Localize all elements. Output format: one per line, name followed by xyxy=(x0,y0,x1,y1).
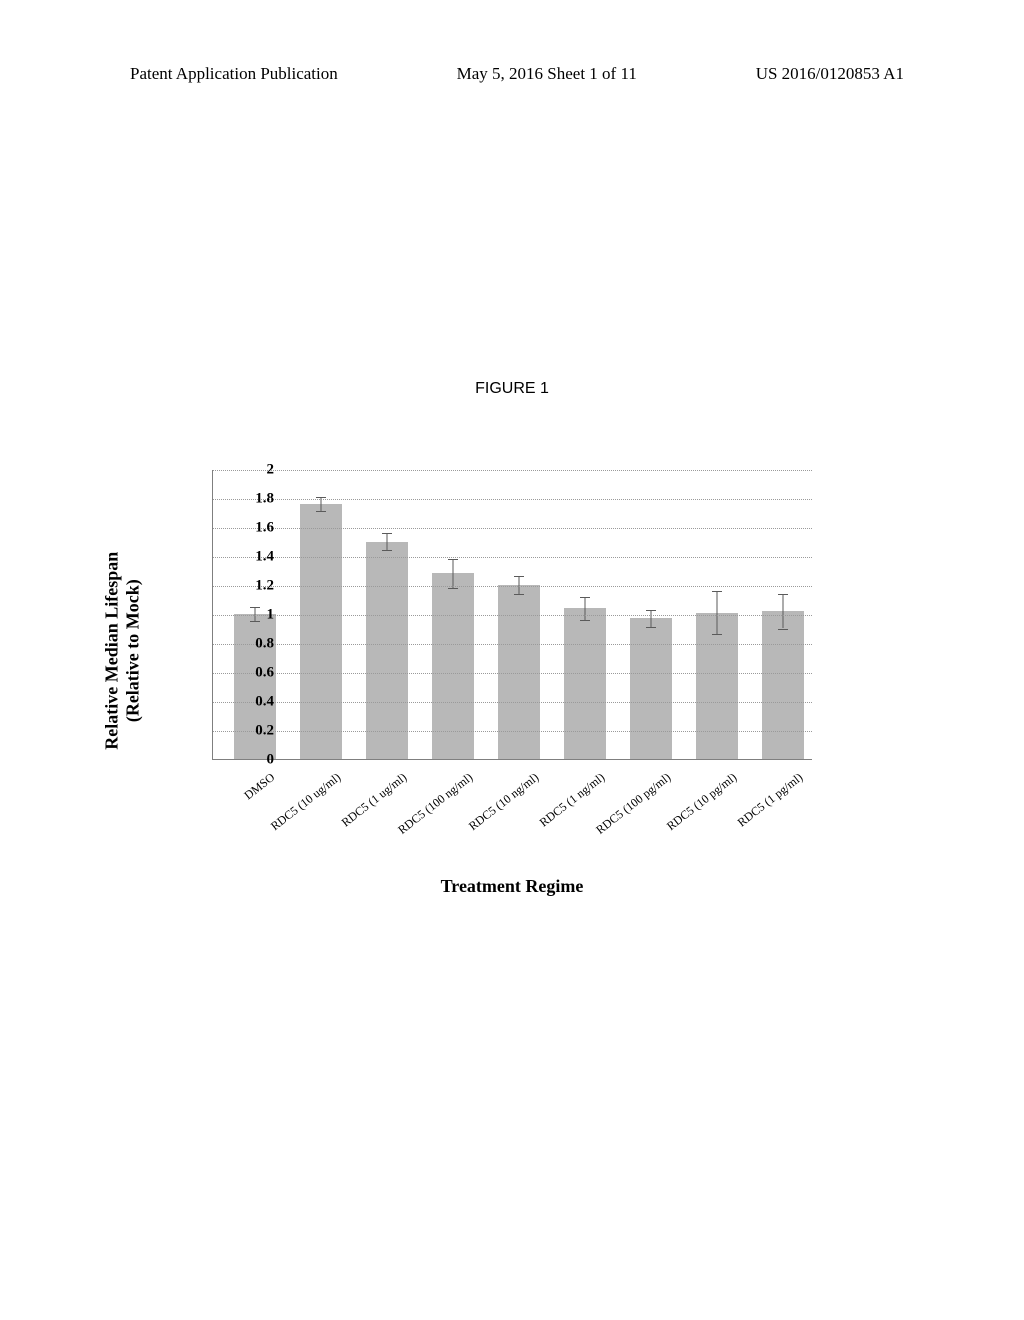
bar-group xyxy=(696,469,738,759)
error-bar xyxy=(519,576,520,593)
error-cap xyxy=(646,610,656,611)
error-bar xyxy=(717,591,718,635)
error-cap xyxy=(580,620,590,621)
error-cap xyxy=(382,533,392,534)
y-axis-label-line2: (Relative to Mock) xyxy=(122,579,142,722)
x-axis-title: Treatment Regime xyxy=(212,876,812,897)
y-tick-label: 0.6 xyxy=(218,665,274,682)
gridline xyxy=(213,702,812,703)
gridline xyxy=(213,586,812,587)
y-tick-label: 1.8 xyxy=(218,491,274,508)
error-cap xyxy=(580,597,590,598)
header-date-sheet: May 5, 2016 Sheet 1 of 11 xyxy=(457,64,637,84)
error-bar xyxy=(453,559,454,588)
header-publication: Patent Application Publication xyxy=(130,64,338,84)
bar-group xyxy=(762,469,804,759)
error-cap xyxy=(448,559,458,560)
x-tick-label: DMSO xyxy=(241,770,278,803)
gridline xyxy=(213,557,812,558)
figure-label: FIGURE 1 xyxy=(0,380,1024,398)
x-tick-labels: DMSORDC5 (10 ug/ml)RDC5 (1 ug/ml)RDC5 (1… xyxy=(212,766,812,876)
bar xyxy=(762,611,804,759)
bar-group xyxy=(366,469,408,759)
error-cap xyxy=(448,588,458,589)
gridline xyxy=(213,644,812,645)
x-tick-label: RDC5 (10 ug/ml) xyxy=(268,770,344,834)
error-cap xyxy=(778,629,788,630)
bar xyxy=(300,504,342,759)
error-bar xyxy=(585,597,586,620)
gridline xyxy=(213,499,812,500)
error-bar xyxy=(387,533,388,550)
bar-group xyxy=(300,469,342,759)
bar xyxy=(366,542,408,760)
x-tick-label: RDC5 (10 pg/ml) xyxy=(664,770,740,834)
y-tick-label: 1.6 xyxy=(218,520,274,537)
bar xyxy=(564,608,606,759)
y-tick-label: 2 xyxy=(218,462,274,479)
bar-group xyxy=(432,469,474,759)
y-axis-label: Relative Median Lifespan (Relative to Mo… xyxy=(102,510,126,770)
bar xyxy=(498,585,540,759)
y-axis-label-line1: Relative Median Lifespan xyxy=(101,552,121,750)
error-bar xyxy=(651,610,652,627)
gridline xyxy=(213,673,812,674)
y-tick-label: 1 xyxy=(218,607,274,624)
error-cap xyxy=(712,634,722,635)
error-cap xyxy=(382,550,392,551)
error-bar xyxy=(783,594,784,629)
y-tick-label: 0.8 xyxy=(218,636,274,653)
gridline xyxy=(213,615,812,616)
x-tick-label: RDC5 (1 pg/ml) xyxy=(735,770,806,830)
bar-group xyxy=(630,469,672,759)
error-cap xyxy=(514,594,524,595)
bar xyxy=(630,618,672,759)
error-cap xyxy=(316,511,326,512)
error-cap xyxy=(316,497,326,498)
y-tick-label: 0.2 xyxy=(218,723,274,740)
y-tick-label: 1.2 xyxy=(218,578,274,595)
error-cap xyxy=(712,591,722,592)
x-tick-label: RDC5 (10 ng/ml) xyxy=(466,770,542,834)
bar-chart: Relative Median Lifespan (Relative to Mo… xyxy=(140,470,880,910)
y-tick-label: 1.4 xyxy=(218,549,274,566)
error-cap xyxy=(514,576,524,577)
gridline xyxy=(213,470,812,471)
gridline xyxy=(213,528,812,529)
error-cap xyxy=(646,627,656,628)
page-header: Patent Application Publication May 5, 20… xyxy=(0,64,1024,84)
plot-area xyxy=(212,470,812,760)
bar-group xyxy=(498,469,540,759)
bar-group xyxy=(564,469,606,759)
header-patent-number: US 2016/0120853 A1 xyxy=(756,64,904,84)
y-tick-label: 0.4 xyxy=(218,694,274,711)
gridline xyxy=(213,731,812,732)
error-cap xyxy=(778,594,788,595)
